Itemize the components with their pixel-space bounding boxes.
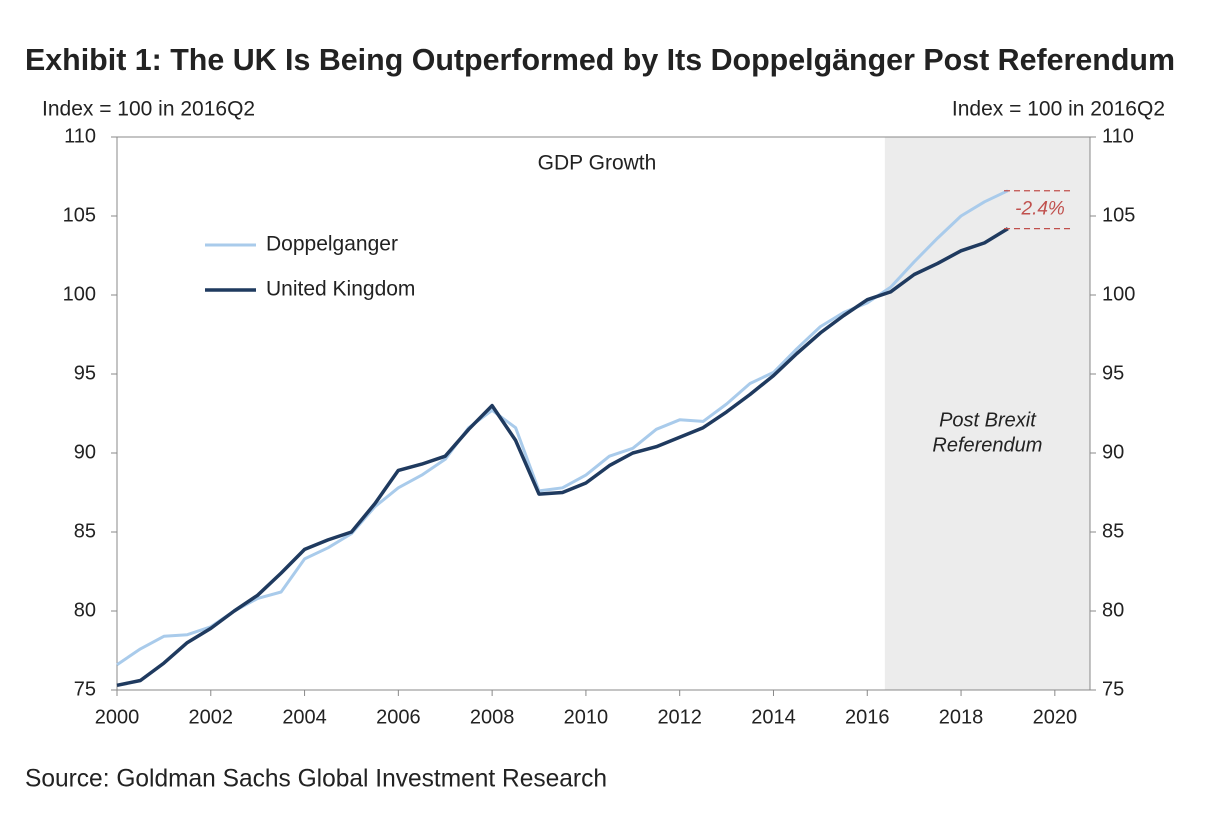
x-tick-label: 2012	[657, 706, 702, 728]
y2-tick-label: 95	[1102, 362, 1124, 384]
y2-tick-label: 100	[1102, 283, 1135, 305]
shaded-region-label: Post Brexit	[939, 409, 1037, 431]
y-tick-label: 105	[63, 204, 96, 226]
x-tick-label: 2008	[470, 706, 515, 728]
y-tick-label: 90	[74, 441, 96, 463]
y-tick-label: 80	[74, 599, 96, 621]
x-tick-label: 2020	[1033, 706, 1078, 728]
x-tick-label: 2016	[845, 706, 890, 728]
x-tick-label: 2014	[751, 706, 796, 728]
x-tick-label: 2004	[282, 706, 327, 728]
y2-tick-label: 75	[1102, 678, 1124, 700]
x-tick-label: 2000	[95, 706, 140, 728]
x-tick-label: 2002	[189, 706, 234, 728]
data-line	[116, 227, 1009, 688]
y-axis-label: Index = 100 in 2016Q2	[42, 98, 255, 121]
source: Source: Goldman Sachs Global Investment …	[25, 765, 607, 793]
y-tick-label: 75	[74, 678, 96, 700]
y2-tick-label: 85	[1102, 520, 1124, 542]
legend-label: Doppelganger	[266, 233, 398, 256]
y2-tick-label: 110	[1102, 125, 1134, 147]
gap-label: -2.4%	[1015, 199, 1065, 220]
x-tick-label: 2006	[376, 706, 421, 728]
y-tick-label: 85	[74, 520, 96, 542]
y2-tick-label: 80	[1102, 599, 1124, 621]
data-line	[116, 189, 1009, 666]
y2-axis-label: Index = 100 in 2016Q2	[952, 98, 1165, 121]
y2-tick-label: 105	[1102, 204, 1135, 226]
chart-title: Exhibit 1: The UK Is Being Outperformed …	[25, 42, 1175, 77]
shaded-region-label: Referendum	[932, 434, 1042, 456]
x-tick-label: 2018	[939, 706, 984, 728]
subtitle: GDP Growth	[538, 152, 657, 175]
y-tick-label: 100	[63, 283, 96, 305]
y2-tick-label: 90	[1102, 441, 1124, 463]
y-tick-label: 95	[74, 362, 96, 384]
plot-frame	[116, 136, 1091, 691]
y-tick-label: 110	[64, 125, 96, 147]
x-tick-label: 2010	[564, 706, 609, 728]
legend-label: United Kingdom	[266, 278, 415, 301]
